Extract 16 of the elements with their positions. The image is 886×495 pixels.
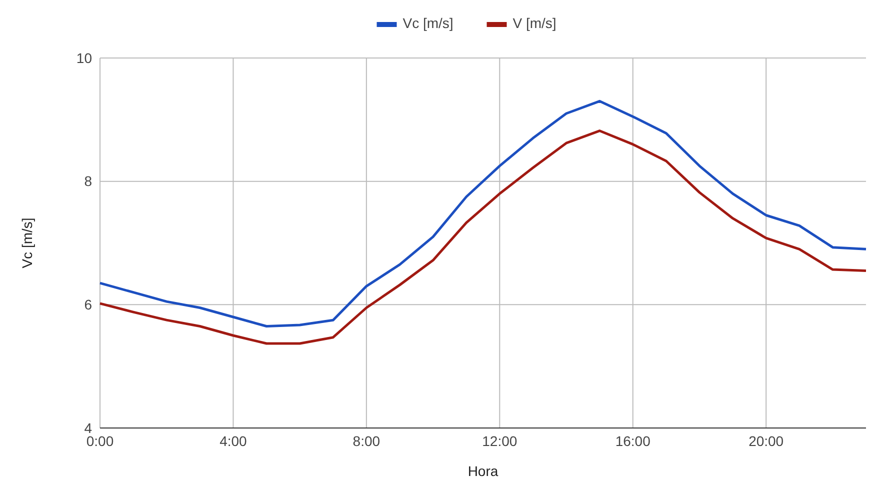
y-tick-label: 10	[76, 50, 92, 66]
y-axis-title: Vc [m/s]	[19, 218, 35, 268]
x-tick-label: 16:00	[615, 433, 651, 449]
x-tick-label: 12:00	[482, 433, 518, 449]
y-tick-label: 4	[84, 420, 92, 436]
legend-label: V [m/s]	[512, 15, 556, 31]
x-tick-label: 0:00	[86, 433, 114, 449]
x-tick-label: 20:00	[748, 433, 784, 449]
line-series	[98, 100, 868, 328]
legend-label: Vc [m/s]	[402, 15, 454, 31]
y-tick-label: 8	[84, 173, 92, 190]
line-series	[98, 130, 868, 345]
x-tick-label: 4:00	[220, 433, 248, 449]
x-axis-title: Hora	[468, 463, 498, 479]
x-tick-label: 8:00	[352, 433, 380, 449]
y-tick-label: 6	[84, 296, 92, 313]
